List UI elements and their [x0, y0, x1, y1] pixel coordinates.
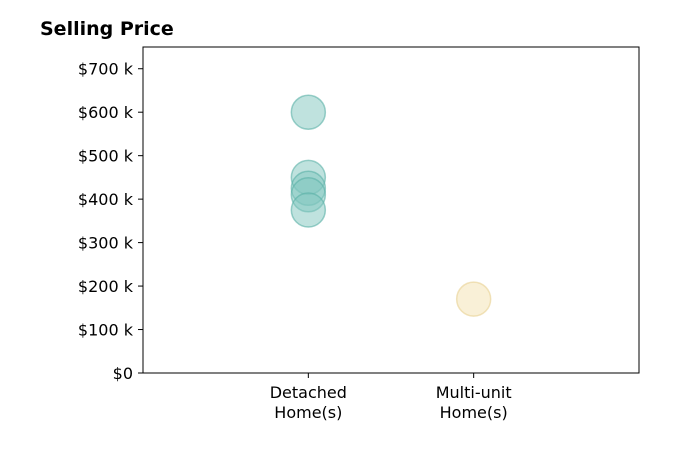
plot-frame [142, 46, 640, 374]
scatter-points [290, 94, 492, 317]
data-point [455, 281, 492, 317]
y-axis: $0 $100 k $200 k $300 k $400 k $500 k $600 k $7… [78, 60, 143, 383]
x-tick-label: Detached Home(s) [270, 383, 347, 422]
data-point [290, 192, 327, 228]
x-tick-label: Multi-unit Home(s) [436, 383, 512, 422]
y-tick-label: $400 k [78, 190, 134, 209]
chart-title: Selling Price [40, 18, 174, 40]
y-tick-label: $200 k [78, 277, 134, 296]
y-tick-label: $600 k [78, 103, 134, 122]
y-tick-label: $700 k [78, 60, 134, 79]
y-tick-label: $300 k [78, 234, 134, 253]
data-point [290, 94, 327, 130]
x-axis: Detached Home(s) Multi-unit Home(s) [270, 373, 512, 422]
y-tick-label: $0 [113, 364, 133, 383]
y-tick-label: $100 k [78, 321, 134, 340]
y-tick-label: $500 k [78, 147, 134, 166]
